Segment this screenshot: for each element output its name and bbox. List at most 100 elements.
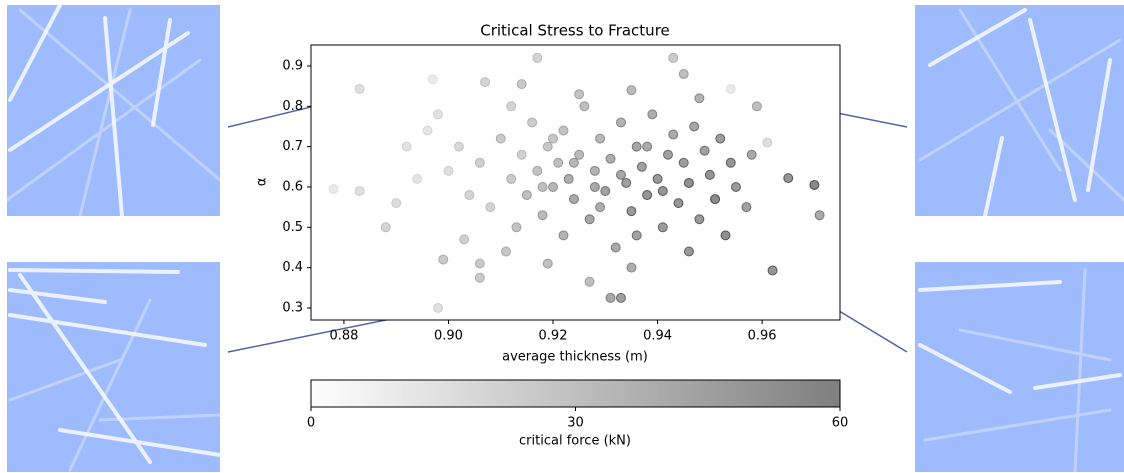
point <box>668 129 679 140</box>
x-axis-label: average thickness (m) <box>502 350 648 365</box>
point <box>553 157 564 168</box>
point <box>615 292 626 303</box>
point <box>506 101 517 112</box>
point <box>657 186 668 197</box>
point <box>741 202 752 213</box>
point <box>683 246 694 257</box>
point <box>474 272 485 283</box>
point <box>715 133 726 144</box>
point <box>558 230 569 241</box>
axes-frame <box>310 44 841 321</box>
point <box>516 79 527 90</box>
y-tick-label: 0.7 <box>282 139 303 154</box>
x-tick-label: 0.92 <box>539 329 568 344</box>
point <box>542 141 553 152</box>
point <box>459 234 470 245</box>
point <box>678 157 689 168</box>
point <box>464 190 475 201</box>
point <box>589 181 600 192</box>
point <box>443 165 454 176</box>
point <box>579 101 590 112</box>
point <box>730 181 741 192</box>
point <box>626 85 637 96</box>
point <box>683 177 694 188</box>
x-tick-label: 0.90 <box>434 329 463 344</box>
point <box>506 173 517 184</box>
point <box>605 153 616 164</box>
point <box>652 173 663 184</box>
point <box>412 173 423 184</box>
point <box>542 258 553 269</box>
point <box>642 141 653 152</box>
point <box>678 69 689 80</box>
point <box>480 77 491 88</box>
x-tick-label: 0.94 <box>643 329 672 344</box>
point <box>548 133 559 144</box>
chart-title: Critical Stress to Fracture <box>480 22 670 40</box>
point <box>584 214 595 225</box>
point <box>636 161 647 172</box>
point <box>401 141 412 152</box>
x-tick-label: 0.88 <box>329 329 358 344</box>
point <box>380 222 391 233</box>
point <box>809 179 820 190</box>
y-axis-label: α <box>255 178 270 187</box>
point <box>568 194 579 205</box>
point <box>584 276 595 287</box>
point <box>694 214 705 225</box>
point <box>605 292 616 303</box>
point <box>485 202 496 213</box>
point <box>720 230 731 241</box>
point <box>631 230 642 241</box>
point <box>631 141 642 152</box>
point <box>433 302 444 313</box>
point <box>704 169 715 180</box>
point <box>699 145 710 156</box>
y-tick-label: 0.3 <box>282 300 303 315</box>
point <box>626 262 637 273</box>
point <box>433 109 444 120</box>
colorbar-label: critical force (kN) <box>519 434 631 449</box>
point <box>595 133 606 144</box>
point <box>615 117 626 128</box>
point <box>751 101 762 112</box>
plot-area <box>311 45 840 320</box>
point <box>328 183 339 194</box>
colorbar-tick-label: 30 <box>567 416 584 431</box>
point <box>500 246 511 257</box>
colorbar-tick-label: 0 <box>307 416 315 431</box>
y-tick-label: 0.9 <box>282 58 303 73</box>
point <box>673 198 684 209</box>
point <box>354 83 365 94</box>
point <box>647 109 658 120</box>
point <box>626 206 637 217</box>
x-tick-label: 0.96 <box>748 329 777 344</box>
y-tick-label: 0.5 <box>282 220 303 235</box>
y-tick-label: 0.8 <box>282 99 303 114</box>
point <box>474 258 485 269</box>
point <box>391 198 402 209</box>
point <box>422 125 433 136</box>
point <box>474 157 485 168</box>
point <box>621 177 632 188</box>
point <box>516 149 527 160</box>
point <box>563 173 574 184</box>
point <box>595 202 606 213</box>
point <box>532 52 543 63</box>
point <box>521 190 532 201</box>
point <box>689 121 700 132</box>
point <box>767 265 778 276</box>
point <box>657 222 668 233</box>
point <box>783 173 794 184</box>
point <box>589 165 600 176</box>
illustrations <box>5 3 1124 473</box>
point <box>511 222 522 233</box>
colorbar <box>311 380 840 407</box>
y-tick-label: 0.6 <box>282 179 303 194</box>
point <box>527 117 538 128</box>
point <box>427 74 438 85</box>
point <box>574 149 585 160</box>
point <box>725 83 736 94</box>
sample-image <box>915 5 1124 216</box>
